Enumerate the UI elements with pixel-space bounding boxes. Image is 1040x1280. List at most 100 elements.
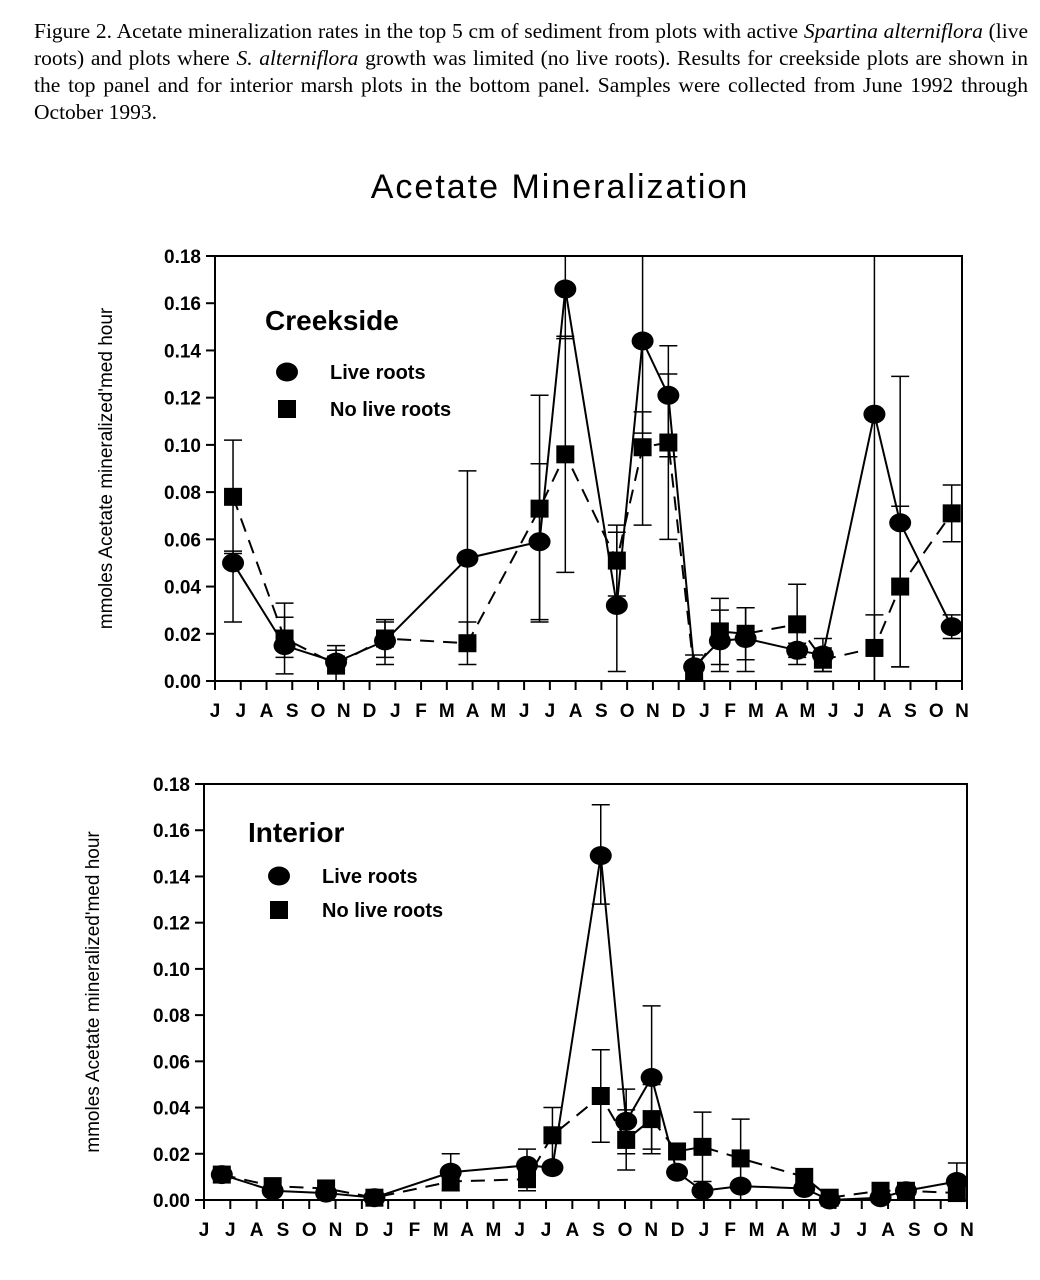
x-tick-label: J (199, 1220, 210, 1241)
x-tick-label: A (881, 1220, 895, 1241)
data-point (224, 487, 243, 506)
x-tick-label: O (620, 701, 635, 722)
panel-title: Interior (248, 817, 345, 848)
data-point (668, 1142, 687, 1161)
panel-title: Creekside (265, 305, 399, 336)
x-tick-label: J (699, 1220, 710, 1241)
data-point (317, 1179, 336, 1198)
y-tick-label: 0.10 (164, 436, 201, 457)
x-tick-label: O (933, 1220, 948, 1241)
x-tick-label: D (355, 1220, 369, 1241)
y-tick-label: 0.00 (153, 1191, 190, 1212)
x-tick-label: J (856, 1220, 867, 1241)
data-point (947, 1184, 966, 1203)
y-tick-label: 0.12 (164, 389, 201, 410)
x-tick-label: M (439, 701, 455, 722)
series-no-live-roots (212, 1049, 966, 1207)
data-point (642, 1110, 661, 1129)
legend-marker (268, 866, 290, 886)
y-axis-label: mmoles Acetate mineralized'med hour (96, 307, 117, 629)
x-tick-label: J (545, 701, 556, 722)
x-tick-label: A (776, 1220, 790, 1241)
x-tick-label: F (415, 701, 427, 722)
y-tick-label: 0.04 (153, 1099, 190, 1120)
data-point (640, 1068, 663, 1088)
x-tick-label: A (569, 701, 583, 722)
x-tick-label: M (800, 701, 816, 722)
data-point (691, 1181, 714, 1201)
data-point (222, 553, 245, 573)
x-tick-label: J (383, 1220, 394, 1241)
x-tick-label: D (672, 701, 686, 722)
x-tick-label: S (277, 1220, 290, 1241)
data-point (871, 1181, 890, 1200)
x-tick-label: M (490, 701, 506, 722)
data-point (685, 662, 704, 681)
x-tick-label: A (878, 701, 892, 722)
data-point (458, 634, 477, 653)
data-point (731, 1149, 750, 1168)
y-tick-label: 0.14 (164, 341, 201, 362)
data-point (693, 1137, 712, 1156)
legend-label: No live roots (330, 399, 451, 421)
data-point (591, 1087, 610, 1105)
legend-marker (270, 901, 288, 919)
x-tick-label: J (519, 701, 530, 722)
caption-italic-1: Spartina alterniflora (803, 19, 983, 43)
x-tick-label: N (337, 701, 351, 722)
data-point (376, 629, 395, 648)
data-point (516, 1155, 539, 1175)
y-tick-label: 0.06 (164, 530, 201, 551)
y-tick-label: 0.16 (153, 821, 190, 842)
y-axis-label: mmoles Acetate mineralized'med hour (83, 831, 104, 1153)
y-tick-label: 0.14 (153, 867, 190, 888)
x-tick-label: J (210, 701, 221, 722)
x-tick-label: S (595, 701, 608, 722)
x-tick-label: J (225, 1220, 236, 1241)
x-tick-label: O (311, 701, 326, 722)
data-point (736, 624, 755, 643)
y-tick-label: 0.18 (153, 775, 190, 796)
y-tick-label: 0.16 (164, 294, 201, 315)
x-tick-label: N (646, 701, 660, 722)
data-point (589, 846, 612, 866)
plot-frame (214, 255, 963, 682)
y-tick-label: 0.12 (153, 914, 190, 935)
data-point (605, 595, 628, 615)
x-tick-label: J (830, 1220, 841, 1241)
data-point (795, 1167, 814, 1186)
data-point (788, 615, 807, 634)
y-tick-label: 0.00 (164, 672, 201, 693)
legend-label: Live roots (322, 866, 418, 888)
data-point (543, 1126, 562, 1145)
data-point (820, 1188, 839, 1207)
x-tick-label: O (302, 1220, 317, 1241)
data-point (865, 638, 884, 657)
x-tick-label: J (541, 1220, 552, 1241)
x-tick-label: J (699, 701, 710, 722)
x-tick-label: F (724, 701, 736, 722)
data-point (518, 1170, 537, 1189)
x-tick-label: O (929, 701, 944, 722)
x-tick-label: D (671, 1220, 685, 1241)
data-point (633, 438, 652, 457)
x-tick-label: D (363, 701, 377, 722)
x-tick-label: J (828, 701, 839, 722)
x-tick-label: S (286, 701, 299, 722)
x-tick-label: N (960, 1220, 974, 1241)
y-tick-label: 0.10 (153, 960, 190, 981)
x-tick-label: N (329, 1220, 343, 1241)
data-point (530, 499, 549, 518)
data-point (212, 1165, 231, 1184)
x-tick-label: N (955, 701, 969, 722)
series-line (232, 288, 953, 670)
figure-title: Acetate Mineralization (371, 168, 750, 206)
x-tick-label: A (775, 701, 789, 722)
series-no-live-roots (224, 335, 961, 681)
data-point (666, 1162, 689, 1182)
x-tick-label: J (854, 701, 865, 722)
data-point (365, 1188, 384, 1207)
data-point (942, 504, 961, 523)
data-point (327, 655, 346, 674)
